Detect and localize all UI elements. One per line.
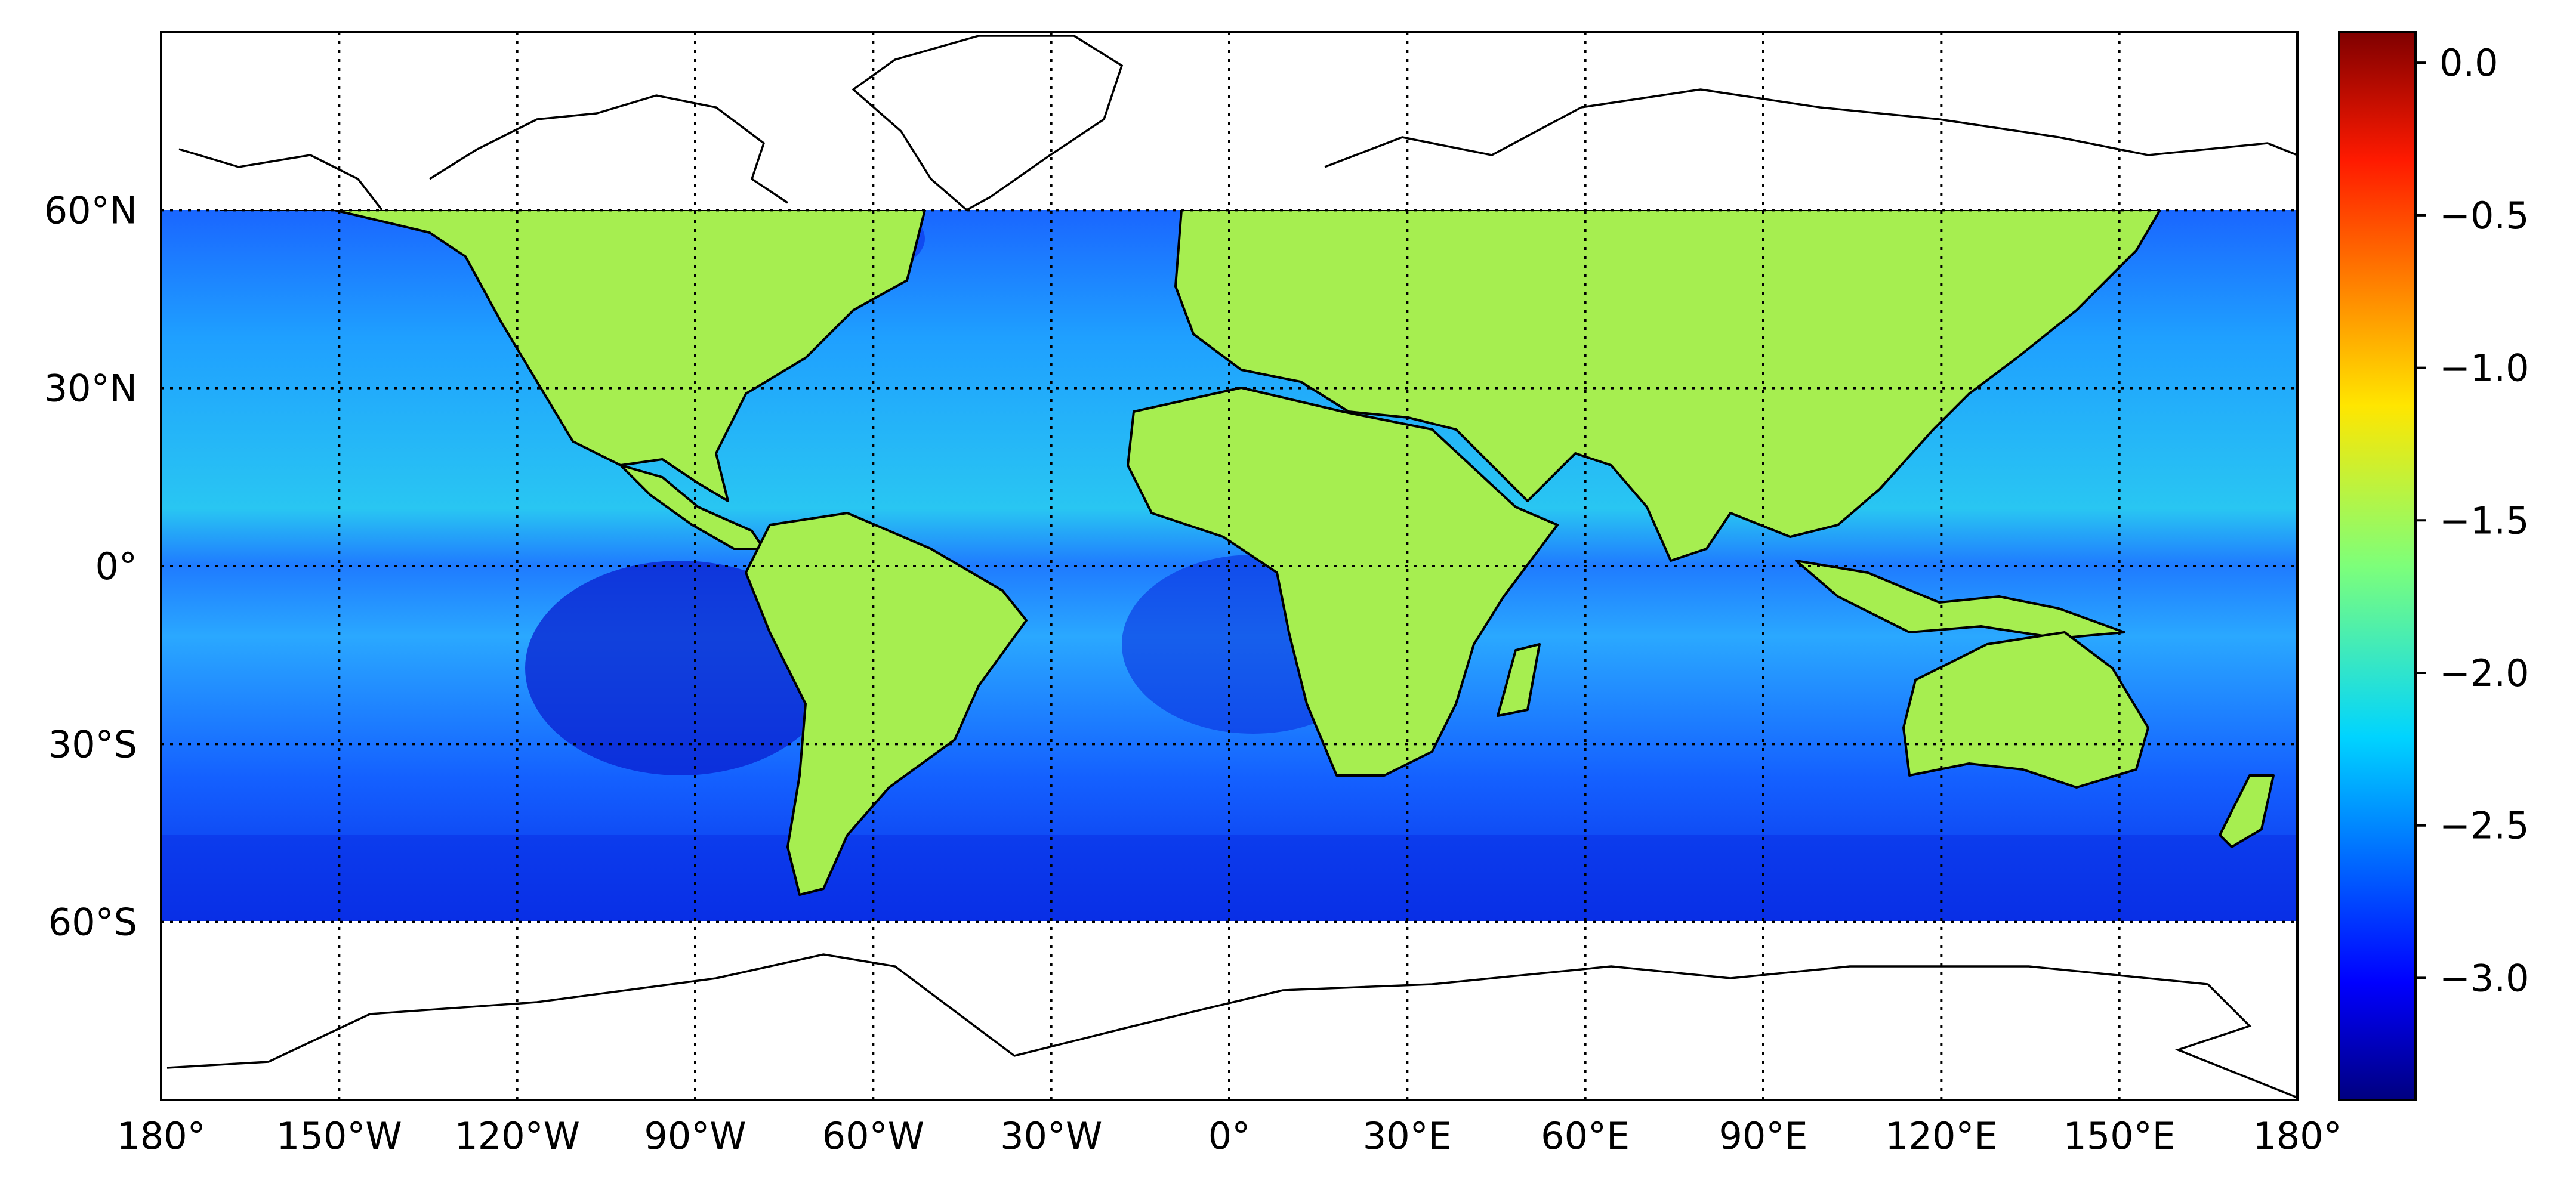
indonesia [1795, 560, 2125, 639]
greenland-outline [852, 35, 1124, 212]
y-tick-label: 30°N [44, 367, 137, 410]
x-tick-label: 30°E [1363, 1114, 1452, 1158]
antarctica-outline [166, 953, 2298, 1099]
colorbar-tick-label: −3.0 [2439, 956, 2529, 1000]
x-tick-label: 180° [116, 1114, 205, 1158]
madagascar [1497, 643, 1541, 717]
polar-coastlines [166, 35, 2298, 1099]
colorbar-tick-label: −1.0 [2439, 347, 2529, 390]
map-frame [160, 31, 2299, 1101]
x-tick-label: 60°E [1541, 1114, 1630, 1158]
x-tick-label: 90°E [1719, 1114, 1807, 1158]
y-tick-label: 30°S [48, 722, 137, 766]
colorbar: 0.0 −0.5 −1.0 −1.5 −2.0 −2.5 −3.0 [2338, 31, 2529, 1101]
x-tick-label: 120°W [454, 1114, 580, 1158]
x-tick-label: 30°W [1000, 1114, 1102, 1158]
new-zealand [2219, 774, 2275, 848]
land-areas [220, 210, 2275, 896]
x-tick-label: 90°W [644, 1114, 746, 1158]
gridlines [161, 32, 2297, 1100]
canada-arctic-outline [429, 94, 788, 204]
colorbar-scale [2338, 31, 2417, 1101]
x-tick-labels: 180° 150°W 120°W 90°W 60°W 30°W 0° 30°E 60°E 90°E… [116, 1114, 2341, 1158]
y-tick-labels: 60°N 30°N 0° 30°S 60°S [44, 188, 137, 944]
x-tick-label: 120°E [1885, 1114, 1998, 1158]
colorbar-tick-label: −2.0 [2439, 651, 2529, 695]
africa [1127, 387, 1559, 777]
colorbar-tick-label: −1.5 [2439, 499, 2529, 542]
eurasia [1174, 210, 2161, 562]
x-tick-label: 0° [1208, 1114, 1250, 1158]
x-tick-label: 150°W [276, 1114, 402, 1158]
colorbar-tick-label: −2.5 [2439, 804, 2529, 848]
alaska-outline [178, 148, 383, 211]
north-america [220, 210, 926, 502]
colorbar-tick-label: 0.0 [2439, 41, 2498, 85]
south-america [745, 512, 1028, 896]
siberia-outline [1324, 88, 2298, 168]
colorbar-tick-label: −0.5 [2439, 194, 2529, 237]
y-tick-label: 60°S [48, 901, 137, 944]
y-tick-label: 0° [95, 545, 137, 588]
x-tick-label: 180° [2253, 1114, 2341, 1158]
y-tick-label: 60°N [44, 188, 137, 232]
x-tick-label: 150°E [2063, 1114, 2176, 1158]
colorbar-tick-labels: 0.0 −0.5 −1.0 −1.5 −2.0 −2.5 −3.0 [2415, 41, 2529, 1000]
x-tick-label: 60°W [822, 1114, 924, 1158]
australia [1902, 631, 2149, 789]
